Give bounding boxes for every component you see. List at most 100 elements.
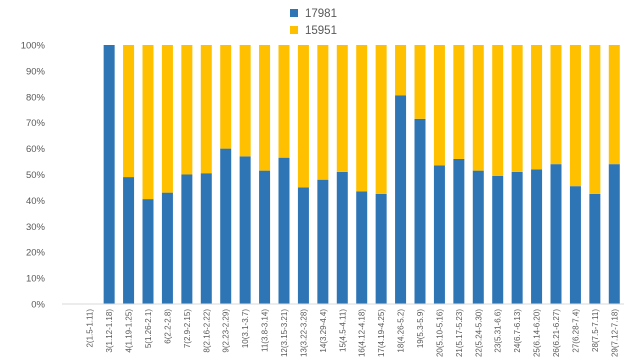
bar-segment-17981 xyxy=(375,193,387,304)
x-tick-label: 21(5.17-5.23) xyxy=(455,309,464,357)
bar-segment-15951 xyxy=(142,45,154,200)
x-tick-label: 3(1.12-1.18) xyxy=(105,309,114,353)
bar-segment-17981 xyxy=(200,173,212,304)
y-tick-label: 20% xyxy=(26,248,46,259)
bar-segment-15951 xyxy=(569,45,581,187)
chart-legend: 17981 15951 xyxy=(290,8,337,37)
y-tick-label: 100% xyxy=(21,41,46,52)
x-tick-label: 20(5.10-5.16) xyxy=(435,309,444,357)
x-tick-label: 2(1.5-1.11) xyxy=(86,309,95,348)
x-tick-label: 23(5.31-6.6) xyxy=(494,309,503,353)
x-tick-label: 24(6.7-6.13) xyxy=(513,309,522,353)
x-tick-label: 7(2.9-2.15) xyxy=(183,309,192,348)
bar-segment-17981 xyxy=(531,169,543,304)
bar-segment-17981 xyxy=(259,170,271,304)
bar-segment-15951 xyxy=(297,45,309,188)
bar-segment-15951 xyxy=(531,45,543,170)
bar-segment-15951 xyxy=(356,45,368,192)
bar-segment-17981 xyxy=(511,171,523,304)
y-tick-label: 60% xyxy=(26,144,46,155)
bar-segment-15951 xyxy=(414,45,426,119)
bar-segment-17981 xyxy=(589,193,601,304)
y-tick-label: 90% xyxy=(26,66,46,77)
x-tick-label: 19(5.3-5.9) xyxy=(416,309,425,348)
bar-segment-15951 xyxy=(589,45,601,194)
y-tick-label: 0% xyxy=(31,300,45,311)
bar-segment-15951 xyxy=(317,45,329,180)
bar-segment-15951 xyxy=(181,45,193,175)
bar-segment-17981 xyxy=(317,179,329,304)
y-tick-label: 80% xyxy=(26,92,46,103)
bar-segment-15951 xyxy=(123,45,135,178)
x-tick-label: 28(7.5-7.11) xyxy=(591,309,600,352)
bar-segment-17981 xyxy=(297,187,309,304)
bar-segment-17981 xyxy=(278,157,290,304)
bar-segment-17981 xyxy=(356,191,368,304)
bar-segment-15951 xyxy=(395,45,407,96)
y-tick-label: 40% xyxy=(26,196,46,207)
bar-segment-17981 xyxy=(103,45,115,304)
bar-segment-15951 xyxy=(278,45,290,158)
bar-segment-17981 xyxy=(395,95,407,304)
bar-segment-17981 xyxy=(220,148,232,304)
legend-label-17981: 17981 xyxy=(305,8,337,20)
bar-segment-15951 xyxy=(220,45,232,149)
bar-segment-17981 xyxy=(336,171,348,304)
bar-segment-17981 xyxy=(608,164,620,304)
bar-segment-15951 xyxy=(336,45,348,172)
bar-segment-15951 xyxy=(375,45,387,194)
y-tick-label: 50% xyxy=(26,170,46,181)
x-tick-label: 5(1.26-2.1) xyxy=(144,309,153,348)
x-tick-label: 12(3.15-3.21) xyxy=(280,309,289,357)
x-tick-label: 16(4.12-4.18) xyxy=(358,309,367,357)
bar-segment-17981 xyxy=(161,192,173,304)
bar-segment-17981 xyxy=(472,170,484,304)
bar-segment-15951 xyxy=(453,45,465,159)
y-axis: 0% 10% 20% 30% 40% 50% 60% 70% 80% 90% 100% xyxy=(21,41,46,311)
bar-segment-15951 xyxy=(239,45,251,157)
bar-segment-17981 xyxy=(414,118,426,304)
x-tick-label: 8(2.16-2.22) xyxy=(202,309,211,353)
x-tick-label: 10(3.1-3.7) xyxy=(241,309,250,348)
bar-segment-15951 xyxy=(550,45,562,165)
bar-segment-17981 xyxy=(550,164,562,304)
bar-segment-17981 xyxy=(492,175,504,304)
y-tick-label: 30% xyxy=(26,222,46,233)
bar-segment-17981 xyxy=(453,158,465,304)
legend-label-15951: 15951 xyxy=(305,25,337,37)
y-tick-label: 70% xyxy=(26,118,46,129)
x-tick-label: 4(1.19-1.25) xyxy=(125,309,134,353)
bar-series-group xyxy=(103,45,620,304)
x-axis-labels: 2(1.5-1.11) 3(1.12-1.18) 4(1.19-1.25) 5(1.2… xyxy=(86,309,620,357)
x-tick-label: 18(4.26-5.2) xyxy=(397,309,406,353)
x-tick-label: 9(2.23-2.29) xyxy=(222,309,231,353)
bar-segment-15951 xyxy=(200,45,212,174)
x-tick-label: 13(3.22-3.28) xyxy=(299,309,308,357)
bar-segment-15951 xyxy=(433,45,445,166)
x-tick-label: 17(4.19-4.25) xyxy=(377,309,386,357)
x-tick-label: 11(3.8-3.14) xyxy=(261,309,270,352)
y-tick-label: 10% xyxy=(26,274,46,285)
bar-segment-17981 xyxy=(569,186,581,304)
x-tick-label: 29(7.12-7.18) xyxy=(610,309,619,357)
bar-segment-15951 xyxy=(492,45,504,176)
x-tick-label: 27(6.28-7.4) xyxy=(571,309,580,353)
bar-segment-17981 xyxy=(239,156,251,304)
bar-segment-17981 xyxy=(433,165,445,304)
legend-swatch-15951 xyxy=(290,26,298,34)
x-tick-label: 22(5.24-5.30) xyxy=(474,309,483,357)
x-tick-label: 26(6.21-6.27) xyxy=(552,309,561,357)
x-tick-label: 14(3.29-4.4) xyxy=(319,309,328,353)
bar-segment-15951 xyxy=(472,45,484,171)
bar-segment-17981 xyxy=(123,177,135,304)
x-tick-label: 25(6.14-6.20) xyxy=(533,309,542,357)
bar-segment-17981 xyxy=(181,174,193,304)
bar-segment-15951 xyxy=(511,45,523,172)
legend-swatch-17981 xyxy=(290,9,298,17)
bar-segment-15951 xyxy=(608,45,620,165)
x-tick-label: 6(2.2-2.8) xyxy=(163,309,172,344)
x-tick-label: 15(4.5-4.11) xyxy=(338,309,347,352)
bar-segment-17981 xyxy=(142,199,154,304)
bar-segment-15951 xyxy=(259,45,271,171)
